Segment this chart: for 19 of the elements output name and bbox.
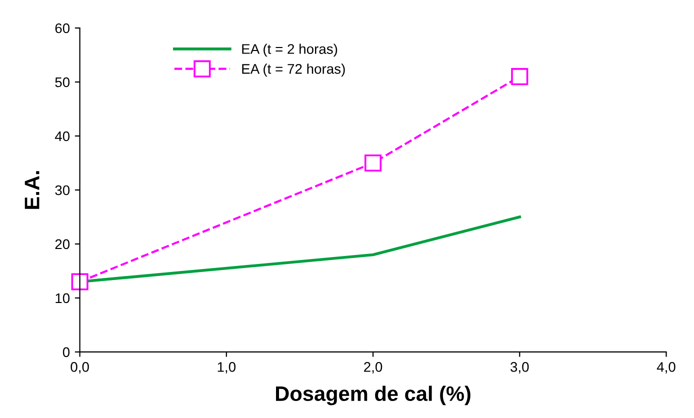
legend-label: EA (t = 72 horas)	[242, 64, 345, 77]
x-tick-label: 2,0	[364, 362, 382, 374]
point	[511, 68, 528, 86]
x-tick-label: 4,0	[656, 362, 676, 374]
y-tick-label: 50	[55, 77, 70, 88]
point	[71, 273, 88, 290]
y-axis-title: E.A.	[24, 171, 40, 209]
y-tick-label: 20	[55, 239, 70, 250]
y-tick-label: 10	[56, 293, 70, 304]
y-tick-label: 60	[55, 23, 70, 34]
legend-label: EA (t = 2 horas)	[242, 44, 338, 57]
y-tick-label: 40	[54, 131, 70, 142]
y-tick-label: 30	[55, 185, 70, 196]
y-tick-label: 0	[62, 347, 70, 358]
x-tick-label: 1,0	[218, 362, 236, 374]
x-tick-label: 3,0	[510, 362, 529, 374]
x-axis-title: Dosagem de cal (%)	[276, 386, 470, 406]
x-tick-label: 0,0	[70, 362, 89, 374]
point	[364, 154, 382, 172]
